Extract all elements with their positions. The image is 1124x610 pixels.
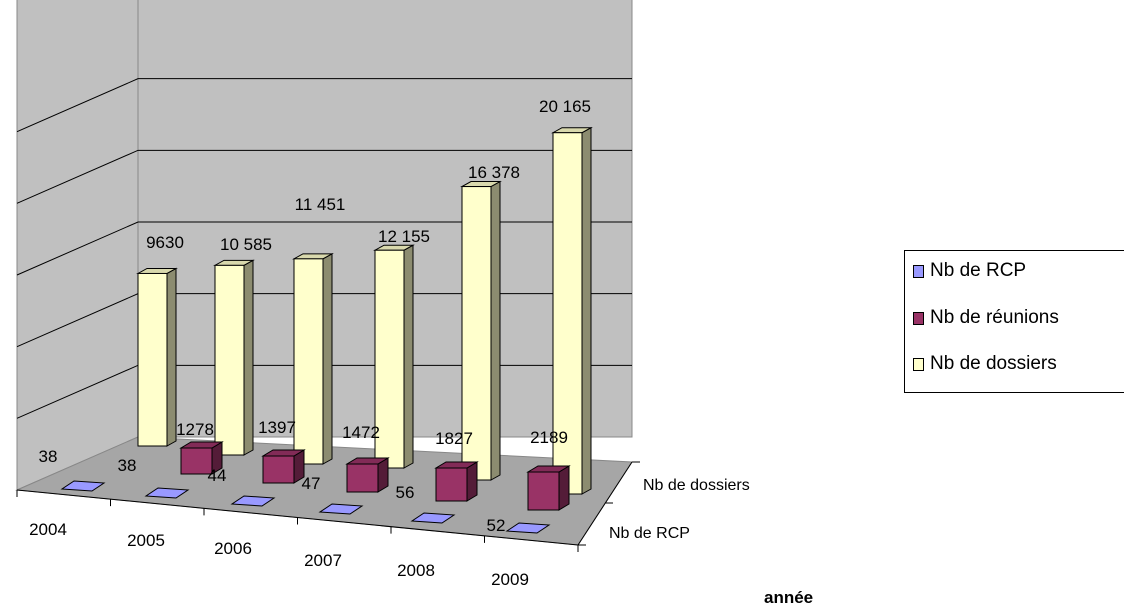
data-label: 44 — [208, 466, 227, 485]
bar-front — [180, 447, 213, 475]
bar-side — [243, 259, 254, 456]
bar-side — [166, 267, 177, 447]
data-label: 16 378 — [468, 163, 520, 182]
data-label: 1397 — [258, 418, 296, 437]
bar-front — [527, 471, 560, 511]
depth-label: Nb de dossiers — [643, 477, 750, 494]
category-label: 2006 — [214, 539, 252, 558]
data-label: 38 — [118, 456, 137, 475]
category-label: 2005 — [127, 531, 165, 550]
bar — [526, 465, 571, 511]
bar — [213, 259, 255, 456]
category-label: 2004 — [29, 520, 67, 539]
bar-side — [466, 461, 478, 502]
data-label: 1472 — [342, 423, 380, 442]
bar-front — [461, 186, 492, 481]
bar-front — [293, 258, 324, 465]
legend-item-rcp: Nb de RCP — [913, 260, 1026, 282]
data-label: 38 — [39, 447, 58, 466]
data-label: 10 585 — [220, 235, 272, 254]
legend-label-dossiers: Nb de dossiers — [930, 353, 1057, 374]
bar — [345, 457, 390, 493]
bar — [230, 495, 276, 507]
data-label: 52 — [487, 516, 506, 535]
bar-front — [435, 467, 468, 502]
data-label: 12 155 — [378, 227, 430, 246]
data-label: 9630 — [146, 233, 184, 252]
legend-label-reunions: Nb de réunions — [930, 307, 1059, 328]
bar-front — [346, 463, 379, 493]
bar — [505, 522, 551, 534]
bar-front — [262, 455, 295, 484]
bar — [261, 449, 306, 484]
bar-side — [558, 465, 570, 511]
legend-item-reunions: Nb de réunions — [913, 307, 1059, 329]
data-label: 20 165 — [539, 97, 591, 116]
bar-front — [374, 249, 405, 469]
data-label: 56 — [396, 483, 415, 502]
bar-front — [137, 272, 168, 447]
bar-side — [322, 252, 333, 465]
legend-swatch-rcp — [913, 264, 924, 278]
category-label: 2008 — [397, 561, 435, 580]
gridline — [16, 149, 632, 204]
data-label: 47 — [302, 474, 321, 493]
category-label: 2007 — [304, 551, 342, 570]
legend-label-rcp: Nb de RCP — [930, 260, 1027, 281]
bar-front — [214, 264, 245, 456]
gridline — [16, 78, 632, 133]
data-label: 1827 — [435, 429, 473, 448]
bar — [410, 512, 456, 524]
depth-label: Nb de RCP — [609, 525, 690, 542]
bar — [373, 244, 415, 469]
data-label: 11 451 — [295, 195, 346, 214]
bar — [434, 461, 479, 502]
bar — [60, 480, 106, 492]
data-label: 2189 — [530, 428, 568, 447]
legend-item-dossiers: Nb de dossiers — [913, 353, 1057, 375]
data-label: 1278 — [176, 420, 214, 439]
side-wall — [16, 0, 139, 491]
bar — [144, 487, 190, 499]
bar — [179, 441, 224, 475]
bar-side — [403, 244, 414, 469]
legend-swatch-reunions — [913, 311, 924, 325]
category-label: 2009 — [491, 570, 529, 589]
bar-side — [490, 180, 501, 481]
legend-swatch-dossiers — [913, 357, 924, 371]
bar — [460, 180, 502, 481]
bar — [292, 252, 334, 465]
x-axis-title: année — [764, 588, 814, 607]
bar — [136, 267, 178, 447]
bar — [318, 503, 364, 515]
bar-side — [581, 126, 592, 495]
legend: Nb de RCP Nb de réunions Nb de dossiers — [904, 250, 1124, 393]
